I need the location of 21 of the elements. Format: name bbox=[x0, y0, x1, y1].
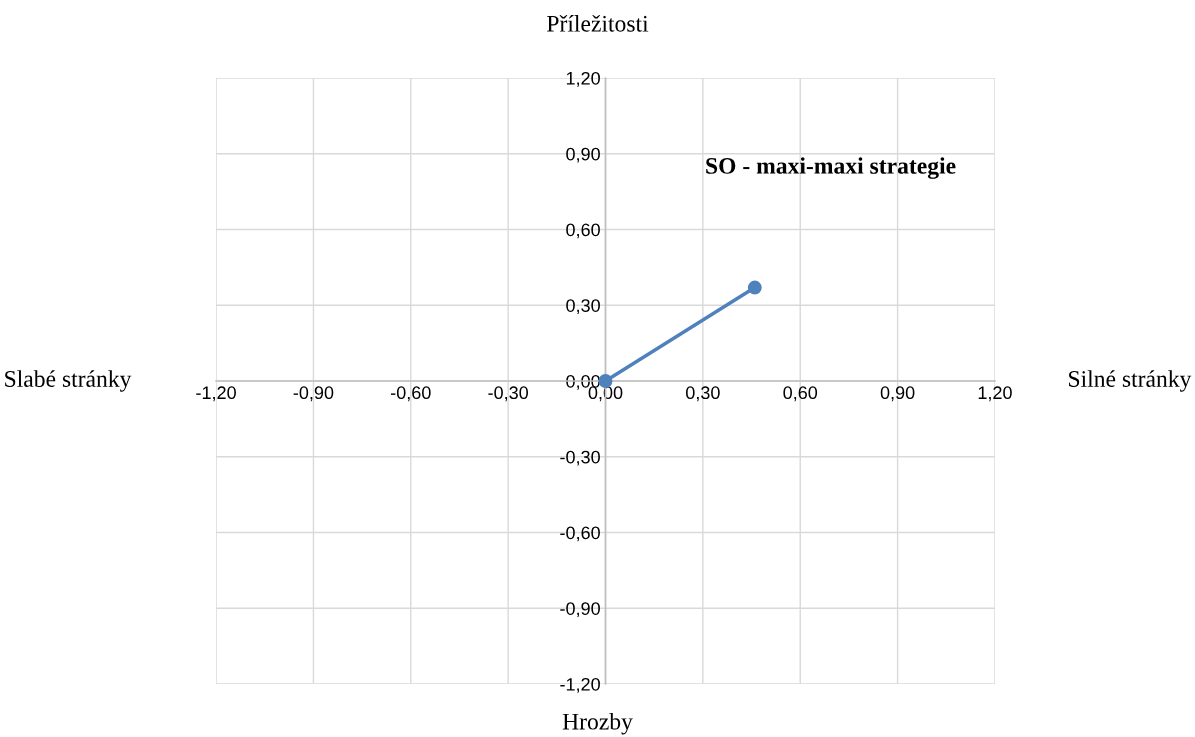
y-tick-label: -0,30 bbox=[560, 450, 600, 466]
y-tick-label: 0,90 bbox=[566, 147, 600, 163]
x-axis-title: Hrozby bbox=[562, 712, 633, 735]
x-tick-label: 0,90 bbox=[880, 386, 915, 402]
y-tick-label: -0,90 bbox=[560, 602, 600, 618]
y-tick-label: -0,60 bbox=[560, 526, 600, 542]
text: Slabé stránky bbox=[5, 370, 132, 392]
y-tick-label: 0,30 bbox=[566, 299, 600, 315]
text: Silné stránky bbox=[1069, 370, 1192, 392]
x-tick-label: 1,20 bbox=[978, 386, 1012, 402]
y-tick-label: 1,20 bbox=[566, 71, 600, 87]
x-tick-label: -0,60 bbox=[391, 386, 431, 402]
x-tick-label: -0,90 bbox=[293, 386, 334, 402]
x-tick-label: 0,30 bbox=[686, 386, 720, 402]
y-tick-label: -1,20 bbox=[560, 677, 600, 693]
x-tick-label: 0,60 bbox=[783, 386, 818, 402]
x-tick-label: -1,20 bbox=[196, 386, 236, 402]
chart-title: Příležitosti bbox=[547, 15, 649, 32]
y-tick-label: 0,60 bbox=[566, 223, 600, 239]
annotation: SO - maxi-maxi strategie bbox=[706, 157, 956, 179]
x-tick-label: -0,30 bbox=[488, 386, 529, 402]
